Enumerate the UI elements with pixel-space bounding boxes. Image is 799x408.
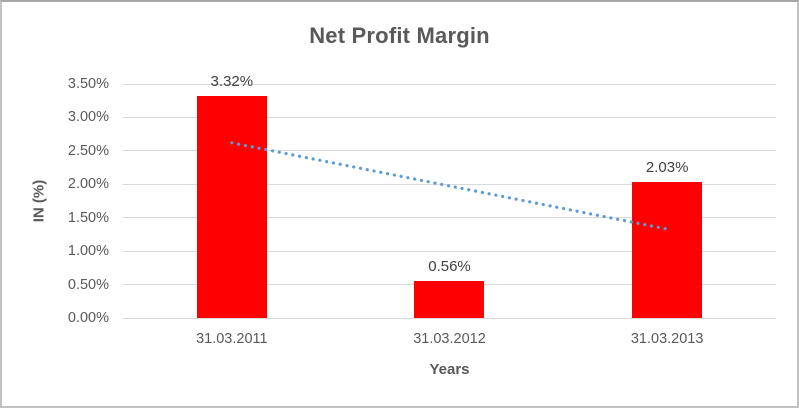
plot-area: 3.32% 0.56% 2.03% [123,74,776,319]
gridline [123,83,776,85]
y-tick-label: 1.00% [67,243,109,260]
bar-31.03.2013 [632,182,703,318]
x-axis-title: Years [429,361,470,378]
gridline [123,317,776,319]
y-tick-label: 0.50% [67,276,109,293]
y-tick-label: 2.50% [67,142,109,159]
y-tick-label: 0.00% [67,310,109,326]
data-label: 3.32% [210,73,254,91]
x-tick-label: 31.03.2012 [413,331,486,347]
y-tick-label: 3.50% [67,76,109,92]
chart-title: Net Profit Margin [309,23,490,48]
gridline [123,250,776,252]
data-label: 2.03% [645,159,689,177]
y-axis-tick-labels: 0.00% 0.50% 1.00% 1.50% 2.00% 2.50% 3.00% 3.50% [2,77,109,325]
bar-31.03.2011 [196,96,267,318]
x-axis-tick-labels: 31.03.2011 31.03.2012 31.03.2013 [123,329,776,349]
x-tick-label: 31.03.2013 [630,331,704,347]
y-tick-label: 2.00% [67,176,109,193]
y-tick-label: 3.00% [67,109,109,126]
y-tick-label: 1.50% [67,209,109,226]
gridline [123,116,776,118]
data-label: 0.56% [428,257,471,275]
x-tick-label: 31.03.2011 [196,331,268,347]
bar-31.03.2012 [414,280,485,318]
trendline-path [230,141,669,231]
